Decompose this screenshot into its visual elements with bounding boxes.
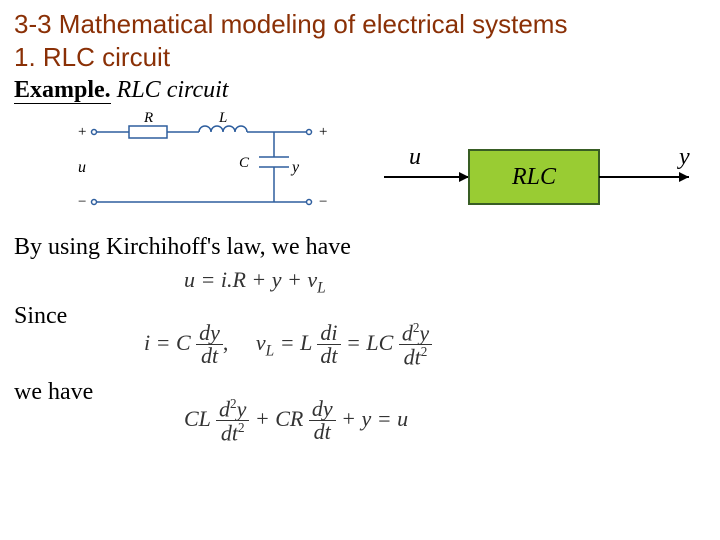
block-label: RLC <box>511 164 557 190</box>
eq2-dt1: dt <box>196 345 223 367</box>
eq1-sub: L <box>317 279 326 296</box>
eq3-dt2-sup: 2 <box>238 420 245 435</box>
label-plus-out: + <box>319 124 327 140</box>
eq2-dt2-sup: 2 <box>421 344 428 359</box>
label-y: y <box>290 159 300 176</box>
equations-area: u = i.R + y + vL Since i = C dy dt , vL … <box>14 267 706 467</box>
kirchhoff-line: By using Kirchihoff's law, we have <box>14 234 706 261</box>
eq1: u = i.R + y + vL <box>184 267 326 297</box>
eq3-d2y-sup: 2 <box>230 396 237 411</box>
eq2-ic: i = C <box>144 330 191 355</box>
eq2: i = C dy dt , vL = L di dt = LC d2y dt2 <box>144 321 432 369</box>
eq3-plusCR: + CR <box>249 406 303 431</box>
eq2-dt2: dt <box>317 345 340 367</box>
label-u: u <box>78 159 86 176</box>
figure-row: R L C + u − + y − u RLC y <box>14 112 706 232</box>
since-label: Since <box>14 303 67 330</box>
eq3-dt: dt <box>309 421 336 443</box>
label-L: L <box>218 112 227 126</box>
eq3-d2y-d: d <box>219 396 230 421</box>
eq2-vL: v <box>256 330 266 355</box>
label-minus-out: − <box>319 194 327 210</box>
eq3-dt2-d: dt <box>221 421 238 446</box>
eq2-vLsub: L <box>266 342 275 359</box>
eq2-eqLC: = LC <box>341 330 394 355</box>
eq3-dy: dy <box>309 398 336 421</box>
eq3: CL d2y dt2 + CR dy dt + y = u <box>184 397 408 445</box>
eq3-CL: CL <box>184 406 211 431</box>
block-y: y <box>677 144 690 170</box>
label-C: C <box>239 155 250 171</box>
eq2-comma: , <box>223 330 229 355</box>
block-u: u <box>409 144 421 170</box>
rlc-circuit: R L C + u − + y − <box>74 112 334 222</box>
eq2-di: di <box>317 322 340 345</box>
wehave-label: we have <box>14 379 93 406</box>
heading-line1: 3-3 Mathematical modeling of electrical … <box>14 9 567 39</box>
example-line: Example. RLC circuit <box>14 77 706 104</box>
example-word: Example. <box>14 77 111 104</box>
label-minus-in: − <box>78 194 86 210</box>
heading-line2: 1. RLC circuit <box>14 42 170 72</box>
eq2-d2y-d: d <box>402 320 413 345</box>
section-heading: 3-3 Mathematical modeling of electrical … <box>14 8 706 73</box>
eq3-tail: + y = u <box>336 406 408 431</box>
eq1-main: u = i.R + y + v <box>184 267 317 292</box>
eq2-dy: dy <box>196 322 223 345</box>
eq2-d2y-y: y <box>419 320 429 345</box>
label-plus-in: + <box>78 124 86 140</box>
block-diagram: u RLC y <box>374 142 704 212</box>
eq3-d2y-y: y <box>237 396 247 421</box>
eq2-eqL: = L <box>274 330 312 355</box>
label-R: R <box>143 112 153 126</box>
eq2-dt2-d: dt <box>404 345 421 370</box>
example-tail: RLC circuit <box>111 77 229 103</box>
